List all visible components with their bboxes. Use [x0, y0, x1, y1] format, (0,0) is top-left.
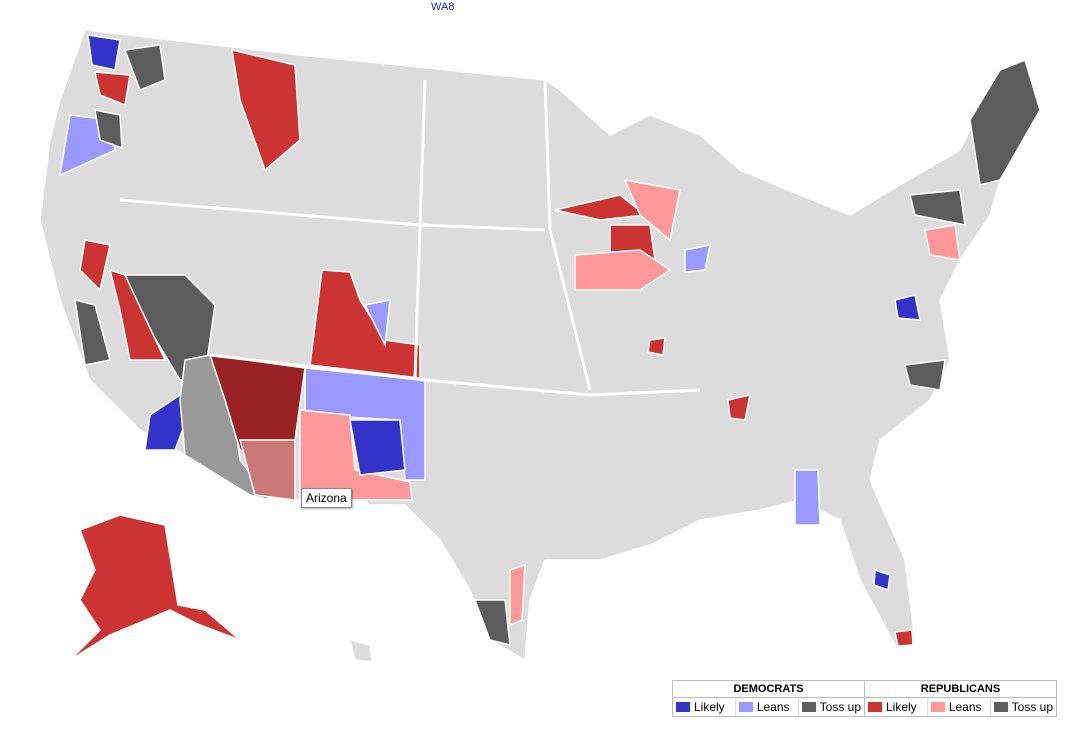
legend-label: Toss up [1011, 700, 1054, 714]
nm-district[interactable] [299, 409, 413, 501]
pa-district[interactable] [924, 224, 961, 261]
legend-label: Likely [694, 700, 725, 714]
fl-district[interactable] [894, 629, 914, 647]
ia-district[interactable] [574, 249, 672, 291]
legend-items: Likely Leans Toss up [673, 698, 864, 716]
tx-district[interactable] [509, 563, 526, 627]
fl-district[interactable] [873, 568, 891, 592]
legend-item: Toss up [799, 698, 864, 716]
montana-district[interactable] [231, 49, 301, 172]
legend-group: REPUBLICANS Likely Leans Toss up [865, 681, 1056, 716]
legend-swatch [868, 702, 882, 712]
il-district[interactable] [684, 244, 711, 273]
state-border [543, 79, 592, 391]
nc-district[interactable] [904, 359, 946, 391]
alaska[interactable] [69, 514, 241, 661]
ga-district[interactable] [794, 469, 821, 526]
ca-district[interactable] [79, 239, 111, 292]
legend-label: Toss up [819, 700, 862, 714]
tx-district[interactable] [473, 599, 511, 646]
legend-swatch [738, 702, 753, 712]
legend-item: Leans [928, 698, 991, 716]
legend-group-title: DEMOCRATS [673, 681, 864, 698]
state-border [209, 353, 701, 397]
co-district[interactable] [363, 299, 391, 348]
legend-item: Leans [736, 698, 799, 716]
tn-district[interactable] [727, 394, 751, 421]
ca-district[interactable] [74, 298, 111, 366]
wi-district[interactable] [623, 179, 681, 242]
nm-district[interactable] [349, 419, 406, 476]
co-district[interactable] [309, 269, 421, 379]
wa-district[interactable] [94, 71, 131, 107]
wa-district[interactable] [87, 34, 121, 71]
legend-group: DEMOCRATS Likely Leans Toss up [673, 681, 865, 716]
legend-item: Toss up [991, 698, 1056, 716]
legend-swatch [676, 702, 690, 712]
legend-item: Likely [865, 698, 928, 716]
legend-label: Leans [948, 700, 982, 714]
legend-label: Leans [756, 700, 790, 714]
ca-district[interactable] [108, 268, 167, 361]
legend: DEMOCRATS Likely Leans Toss up REPUBLICANS Li… [672, 680, 1057, 717]
hawaii[interactable] [348, 638, 373, 663]
legend-items: Likely Leans Toss up [865, 698, 1056, 716]
district-label[interactable]: WA8 [431, 1, 455, 13]
tooltip: Arizona [301, 488, 352, 508]
legend-group-title: REPUBLICANS [865, 681, 1056, 698]
wa-district[interactable] [123, 44, 166, 91]
legend-swatch [801, 702, 816, 712]
legend-swatch [930, 702, 945, 712]
va-district[interactable] [894, 294, 921, 321]
legend-item: Likely [673, 698, 736, 716]
ny-district[interactable] [909, 189, 966, 226]
ne-district[interactable] [969, 58, 1041, 186]
legend-swatch [993, 702, 1008, 712]
or-district[interactable] [94, 109, 123, 150]
az-district[interactable] [239, 439, 296, 501]
legend-label: Likely [886, 700, 917, 714]
mo-district[interactable] [647, 337, 666, 356]
state-border [413, 79, 427, 381]
